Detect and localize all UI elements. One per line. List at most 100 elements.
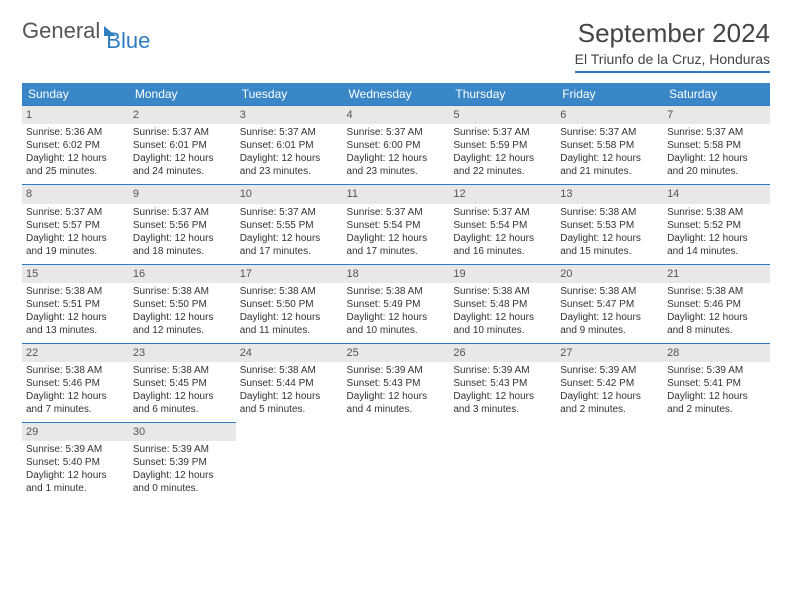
daylight-text: Daylight: 12 hours: [26, 152, 125, 165]
sunset-text: Sunset: 5:50 PM: [240, 298, 339, 311]
daylight-text: Daylight: 12 hours: [560, 390, 659, 403]
sunset-text: Sunset: 5:59 PM: [453, 139, 552, 152]
calendar-day-cell: 5 Sunrise: 5:37 AMSunset: 5:59 PMDaylight…: [449, 105, 556, 184]
sunrise-text: Sunrise: 5:37 AM: [240, 206, 339, 219]
daylight-text: and 14 minutes.: [667, 245, 766, 258]
sunset-text: Sunset: 6:01 PM: [240, 139, 339, 152]
sunset-text: Sunset: 5:43 PM: [453, 377, 552, 390]
day-number: 30: [129, 422, 236, 441]
sunset-text: Sunset: 5:46 PM: [667, 298, 766, 311]
daylight-text: Daylight: 12 hours: [133, 232, 232, 245]
sunrise-text: Sunrise: 5:39 AM: [26, 443, 125, 456]
daylight-text: Daylight: 12 hours: [560, 311, 659, 324]
day-number: 7: [663, 105, 770, 124]
day-header: Saturday: [663, 83, 770, 105]
sunset-text: Sunset: 5:58 PM: [667, 139, 766, 152]
calendar-day-cell: 27Sunrise: 5:39 AMSunset: 5:42 PMDayligh…: [556, 343, 663, 422]
sunset-text: Sunset: 5:54 PM: [453, 219, 552, 232]
daylight-text: and 25 minutes.: [26, 165, 125, 178]
daylight-text: and 20 minutes.: [667, 165, 766, 178]
calendar-day-cell: 20Sunrise: 5:38 AMSunset: 5:47 PMDayligh…: [556, 264, 663, 343]
calendar-day-cell: 17Sunrise: 5:38 AMSunset: 5:50 PMDayligh…: [236, 264, 343, 343]
day-number: 11: [343, 184, 450, 203]
sunset-text: Sunset: 6:02 PM: [26, 139, 125, 152]
calendar-day-cell: 1Sunrise: 5:36 AMSunset: 6:02 PMDaylight…: [22, 105, 129, 184]
calendar-week-row: 29Sunrise: 5:39 AMSunset: 5:40 PMDayligh…: [22, 422, 770, 501]
sunset-text: Sunset: 5:48 PM: [453, 298, 552, 311]
daylight-text: Daylight: 12 hours: [26, 232, 125, 245]
sunrise-text: Sunrise: 5:37 AM: [453, 126, 552, 139]
sunrise-text: Sunrise: 5:37 AM: [133, 126, 232, 139]
calendar-day-cell: [663, 422, 770, 501]
daylight-text: and 16 minutes.: [453, 245, 552, 258]
daylight-text: and 17 minutes.: [347, 245, 446, 258]
sunrise-text: Sunrise: 5:38 AM: [667, 206, 766, 219]
daylight-text: Daylight: 12 hours: [667, 390, 766, 403]
day-number: 9: [129, 184, 236, 203]
calendar-day-cell: 24Sunrise: 5:38 AMSunset: 5:44 PMDayligh…: [236, 343, 343, 422]
day-number: 1: [22, 105, 129, 124]
calendar-day-cell: 29Sunrise: 5:39 AMSunset: 5:40 PMDayligh…: [22, 422, 129, 501]
sunset-text: Sunset: 5:46 PM: [26, 377, 125, 390]
sunrise-text: Sunrise: 5:38 AM: [240, 285, 339, 298]
day-number: 5: [449, 105, 556, 124]
logo-text-general: General: [22, 18, 100, 44]
sunrise-text: Sunrise: 5:38 AM: [667, 285, 766, 298]
daylight-text: Daylight: 12 hours: [347, 390, 446, 403]
month-title: September 2024: [575, 18, 770, 49]
day-header-row: Sunday Monday Tuesday Wednesday Thursday…: [22, 83, 770, 105]
sunset-text: Sunset: 5:54 PM: [347, 219, 446, 232]
daylight-text: and 0 minutes.: [133, 482, 232, 495]
sunrise-text: Sunrise: 5:37 AM: [133, 206, 232, 219]
sunset-text: Sunset: 6:00 PM: [347, 139, 446, 152]
sunrise-text: Sunrise: 5:38 AM: [453, 285, 552, 298]
daylight-text: Daylight: 12 hours: [347, 152, 446, 165]
daylight-text: Daylight: 12 hours: [26, 311, 125, 324]
daylight-text: Daylight: 12 hours: [240, 311, 339, 324]
sunset-text: Sunset: 5:42 PM: [560, 377, 659, 390]
daylight-text: and 7 minutes.: [26, 403, 125, 416]
day-number: 26: [449, 343, 556, 362]
daylight-text: and 23 minutes.: [347, 165, 446, 178]
day-header: Wednesday: [343, 83, 450, 105]
sunset-text: Sunset: 5:58 PM: [560, 139, 659, 152]
daylight-text: and 5 minutes.: [240, 403, 339, 416]
calendar-day-cell: 15Sunrise: 5:38 AMSunset: 5:51 PMDayligh…: [22, 264, 129, 343]
daylight-text: and 21 minutes.: [560, 165, 659, 178]
day-header: Sunday: [22, 83, 129, 105]
calendar-week-row: 1Sunrise: 5:36 AMSunset: 6:02 PMDaylight…: [22, 105, 770, 184]
day-number: 24: [236, 343, 343, 362]
day-number: 3: [236, 105, 343, 124]
daylight-text: Daylight: 12 hours: [133, 390, 232, 403]
sunset-text: Sunset: 5:52 PM: [667, 219, 766, 232]
day-number: 20: [556, 264, 663, 283]
daylight-text: and 4 minutes.: [347, 403, 446, 416]
daylight-text: and 1 minute.: [26, 482, 125, 495]
calendar-day-cell: 16Sunrise: 5:38 AMSunset: 5:50 PMDayligh…: [129, 264, 236, 343]
calendar-day-cell: 7Sunrise: 5:37 AMSunset: 5:58 PMDaylight…: [663, 105, 770, 184]
sunrise-text: Sunrise: 5:37 AM: [347, 126, 446, 139]
sunset-text: Sunset: 5:40 PM: [26, 456, 125, 469]
day-number: 18: [343, 264, 450, 283]
daylight-text: Daylight: 12 hours: [453, 152, 552, 165]
daylight-text: and 12 minutes.: [133, 324, 232, 337]
daylight-text: Daylight: 12 hours: [240, 390, 339, 403]
day-header: Tuesday: [236, 83, 343, 105]
sunrise-text: Sunrise: 5:37 AM: [240, 126, 339, 139]
day-header: Thursday: [449, 83, 556, 105]
daylight-text: and 18 minutes.: [133, 245, 232, 258]
daylight-text: and 8 minutes.: [667, 324, 766, 337]
daylight-text: Daylight: 12 hours: [560, 152, 659, 165]
daylight-text: and 17 minutes.: [240, 245, 339, 258]
calendar-day-cell: 6Sunrise: 5:37 AMSunset: 5:58 PMDaylight…: [556, 105, 663, 184]
daylight-text: Daylight: 12 hours: [240, 152, 339, 165]
daylight-text: Daylight: 12 hours: [560, 232, 659, 245]
sunrise-text: Sunrise: 5:37 AM: [26, 206, 125, 219]
calendar-day-cell: 23Sunrise: 5:38 AMSunset: 5:45 PMDayligh…: [129, 343, 236, 422]
day-number: 23: [129, 343, 236, 362]
day-number: 13: [556, 184, 663, 203]
calendar-day-cell: 22Sunrise: 5:38 AMSunset: 5:46 PMDayligh…: [22, 343, 129, 422]
day-header: Monday: [129, 83, 236, 105]
daylight-text: and 10 minutes.: [347, 324, 446, 337]
calendar-week-row: 15Sunrise: 5:38 AMSunset: 5:51 PMDayligh…: [22, 264, 770, 343]
